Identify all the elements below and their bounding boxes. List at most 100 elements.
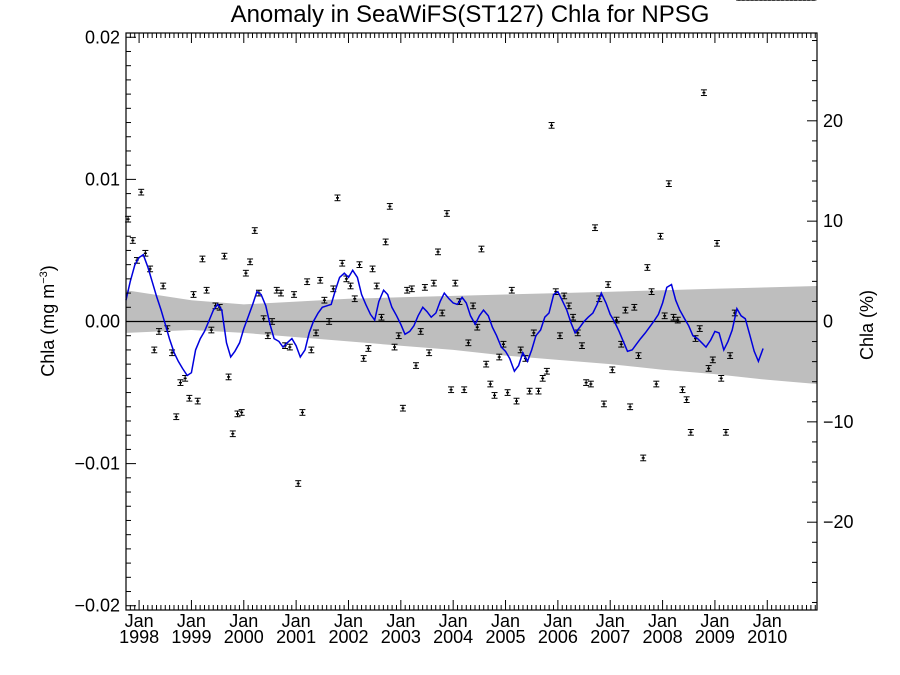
data-point (670, 313, 677, 321)
data-point (399, 404, 406, 412)
y-left-tick-label: 0.01 (85, 169, 120, 189)
y-left-tick-label: −0.01 (74, 454, 120, 474)
data-point (648, 288, 655, 295)
data-point (622, 306, 629, 314)
data-point (221, 252, 228, 260)
data-point (382, 238, 389, 246)
data-point (439, 309, 446, 317)
data-point (548, 122, 555, 129)
data-point (151, 346, 158, 354)
data-point (386, 203, 393, 210)
data-point (465, 339, 472, 347)
x-tick-year-label: 2004 (433, 627, 473, 647)
data-point (194, 397, 201, 405)
data-point (404, 286, 411, 294)
data-point (208, 326, 215, 334)
y-axis-left-label: Chla (mg m−3) (38, 265, 58, 377)
data-point (443, 210, 450, 217)
data-point (286, 343, 293, 351)
x-tick-month-label: Jan (386, 611, 415, 631)
data-point (173, 413, 180, 421)
data-point (705, 365, 712, 372)
x-tick-month-label: Jan (491, 611, 520, 631)
x-tick-year-label: 1999 (171, 627, 211, 647)
data-point (718, 375, 725, 382)
data-point (295, 480, 302, 487)
data-point (714, 239, 721, 247)
data-point (631, 303, 638, 311)
data-point (313, 329, 320, 337)
data-point (199, 255, 206, 263)
x-tick-month-label: Jan (334, 611, 363, 631)
data-point (229, 430, 236, 438)
data-point (539, 375, 546, 382)
data-point (434, 248, 441, 256)
data-point (640, 454, 647, 462)
data-point (413, 362, 420, 369)
x-tick-month-label: Jan (543, 611, 572, 631)
data-point (526, 387, 533, 395)
data-point (696, 325, 703, 332)
data-point (674, 316, 681, 324)
data-point (225, 373, 232, 381)
data-point (508, 286, 515, 294)
data-point (369, 265, 376, 273)
data-point (513, 397, 520, 405)
x-tick-month-label: Jan (648, 611, 677, 631)
data-point (299, 409, 306, 416)
data-point (186, 394, 193, 402)
data-point (653, 380, 660, 388)
data-point (277, 289, 284, 297)
data-point (317, 276, 324, 284)
y-left-tick-label: 0.02 (85, 27, 120, 47)
x-tick-year-label: 2001 (276, 627, 316, 647)
y-right-tick-label: −20 (823, 512, 854, 532)
data-point (461, 386, 468, 394)
x-tick-year-label: 2000 (224, 627, 264, 647)
x-axis: Jan1998Jan1999Jan2000Jan2001Jan2002Jan20… (119, 33, 816, 647)
data-point (326, 318, 333, 325)
data-point (583, 379, 590, 386)
data-point (687, 429, 694, 436)
data-point (504, 389, 511, 396)
data-point (665, 180, 672, 187)
data-point (273, 286, 280, 294)
data-point (339, 259, 346, 267)
data-point (395, 332, 402, 340)
x-tick-year-label: 2002 (328, 627, 368, 647)
data-point (661, 312, 668, 320)
x-tick-month-label: Jan (596, 611, 625, 631)
x-tick-year-label: 2009 (695, 627, 735, 647)
x-tick-month-label: Jan (282, 611, 311, 631)
data-point (242, 269, 249, 277)
x-tick-month-label: Jan (229, 611, 258, 631)
data-points (125, 0, 817, 487)
x-tick-year-label: 1998 (119, 627, 159, 647)
data-point (190, 291, 197, 298)
data-point (543, 367, 550, 375)
data-point (556, 332, 563, 340)
data-point (251, 227, 258, 234)
data-point (500, 340, 507, 348)
y-axis-right: 20 10 0 −10 −20 (807, 40, 854, 603)
x-tick-year-label: 2007 (590, 627, 630, 647)
x-tick-month-label: Jan (177, 611, 206, 631)
data-point (417, 328, 424, 335)
data-point (683, 396, 690, 404)
data-point (238, 409, 245, 416)
x-tick-month-label: Jan (125, 611, 154, 631)
y-right-tick-label: 0 (823, 312, 833, 332)
confidence-envelope (126, 286, 817, 384)
data-point (709, 356, 716, 364)
data-point (347, 282, 354, 290)
data-point (291, 291, 298, 298)
data-point (727, 352, 734, 359)
data-point (487, 380, 494, 388)
data-point (609, 366, 616, 374)
data-point (600, 400, 607, 408)
data-point (592, 224, 599, 232)
data-point (491, 392, 498, 399)
data-point (587, 380, 594, 388)
data-point (657, 232, 664, 240)
data-point (177, 379, 184, 386)
